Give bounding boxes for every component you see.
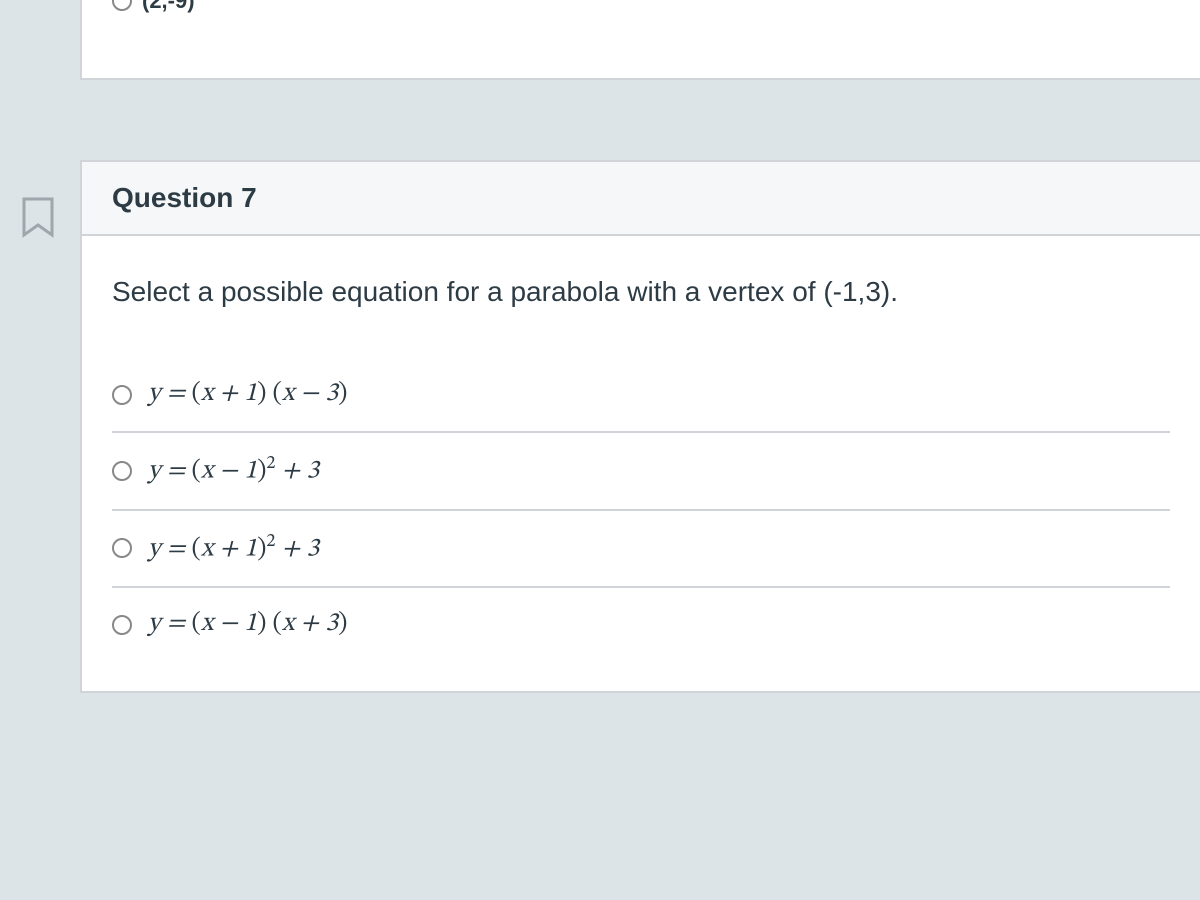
question-header: Question 7 bbox=[82, 162, 1200, 236]
option-formula: y = (x − 1) (x + 3) bbox=[148, 608, 347, 641]
option-formula: y = (x + 1)2 + 3 bbox=[148, 531, 319, 567]
radio-icon[interactable] bbox=[112, 538, 132, 558]
option-row[interactable]: y = (x + 1) (x − 3) bbox=[112, 358, 1170, 433]
question-title: Question 7 bbox=[112, 182, 257, 214]
question-body: Select a possible equation for a parabol… bbox=[82, 236, 1200, 691]
radio-icon[interactable] bbox=[112, 615, 132, 635]
previous-question-fragment: (2,-9) bbox=[80, 0, 1200, 80]
bookmark-icon[interactable] bbox=[20, 195, 56, 239]
previous-option[interactable]: (2,-9) bbox=[112, 0, 195, 14]
radio-icon[interactable] bbox=[112, 0, 132, 11]
options-list: y = (x + 1) (x − 3) y = (x − 1)2 + 3 y =… bbox=[112, 358, 1170, 661]
previous-option-label: (2,-9) bbox=[142, 0, 195, 14]
radio-icon[interactable] bbox=[112, 385, 132, 405]
option-formula: y = (x + 1) (x − 3) bbox=[148, 378, 347, 411]
option-row[interactable]: y = (x − 1)2 + 3 bbox=[112, 433, 1170, 511]
option-row[interactable]: y = (x − 1) (x + 3) bbox=[112, 588, 1170, 661]
option-row[interactable]: y = (x + 1)2 + 3 bbox=[112, 511, 1170, 589]
option-formula: y = (x − 1)2 + 3 bbox=[148, 453, 319, 489]
question-prompt: Select a possible equation for a parabol… bbox=[112, 276, 1170, 308]
radio-icon[interactable] bbox=[112, 461, 132, 481]
question-card: Question 7 Select a possible equation fo… bbox=[80, 160, 1200, 693]
